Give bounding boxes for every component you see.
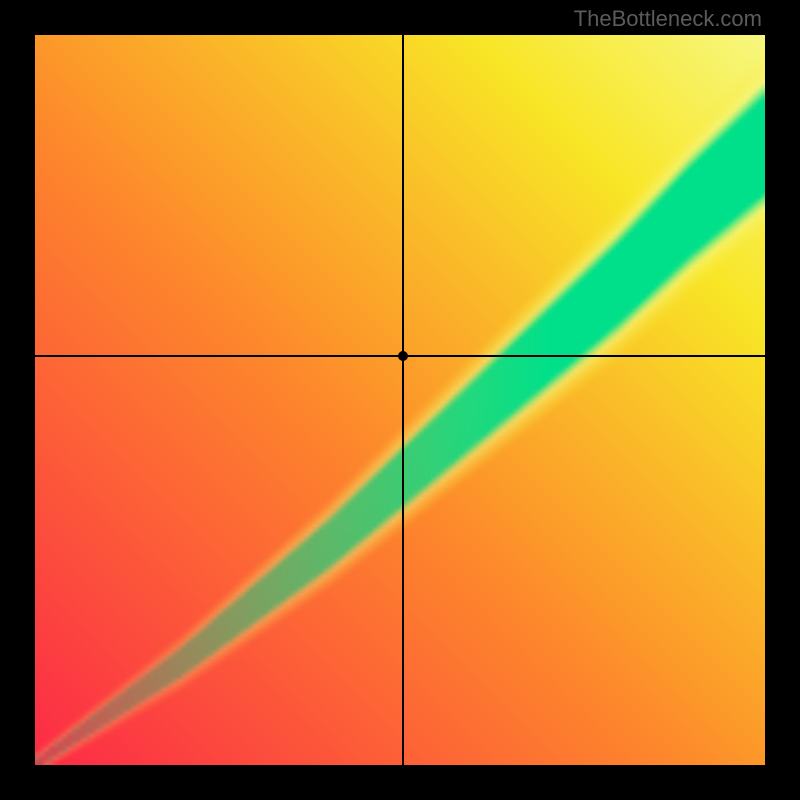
- crosshair-marker: [398, 351, 408, 361]
- plot-area: [35, 35, 765, 765]
- crosshair-vertical: [402, 35, 404, 765]
- watermark-text: TheBottleneck.com: [574, 6, 762, 32]
- heatmap-canvas: [35, 35, 765, 765]
